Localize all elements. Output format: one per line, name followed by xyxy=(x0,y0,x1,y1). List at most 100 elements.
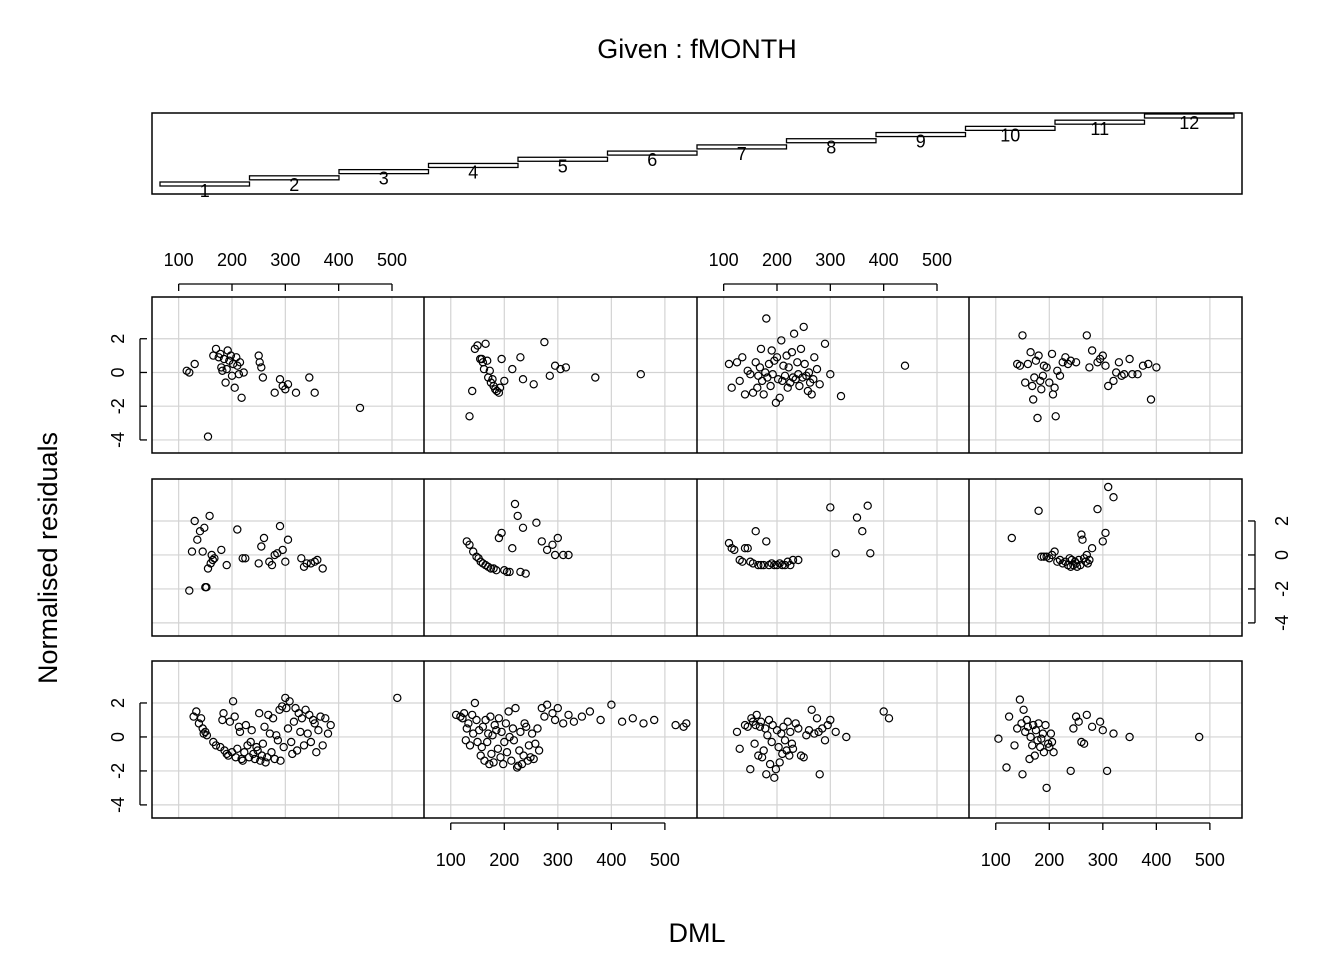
given-interval-bar xyxy=(696,144,788,150)
data-point xyxy=(1015,361,1025,370)
data-point xyxy=(1087,722,1097,732)
data-point xyxy=(1103,482,1113,492)
data-point xyxy=(529,754,538,764)
data-point xyxy=(193,535,202,544)
data-point xyxy=(459,709,469,718)
data-point xyxy=(465,540,474,550)
data-point xyxy=(464,719,473,728)
data-point xyxy=(1018,770,1027,779)
given-interval-bar xyxy=(517,156,609,162)
data-point xyxy=(211,741,221,750)
data-point xyxy=(743,722,752,732)
data-point xyxy=(276,756,285,765)
data-point xyxy=(831,549,840,558)
given-level-label: 1 xyxy=(200,181,210,201)
data-point xyxy=(237,393,246,402)
data-point xyxy=(812,364,822,374)
x-tick-label: 400 xyxy=(596,850,626,870)
data-point xyxy=(258,739,268,748)
data-point xyxy=(272,731,281,740)
data-point xyxy=(732,358,742,367)
data-point xyxy=(283,724,293,733)
data-point xyxy=(239,368,248,377)
data-point xyxy=(1047,737,1057,747)
data-point xyxy=(795,381,804,391)
data-point xyxy=(1074,717,1083,726)
data-point xyxy=(1109,493,1118,502)
data-point xyxy=(1079,739,1089,748)
data-point xyxy=(200,523,209,533)
data-point xyxy=(750,739,759,748)
data-point xyxy=(1144,359,1153,369)
data-point xyxy=(494,533,504,543)
data-point xyxy=(1114,358,1124,367)
data-point xyxy=(495,383,505,392)
data-point xyxy=(735,376,744,386)
given-interval-bar xyxy=(248,175,340,181)
data-point xyxy=(770,560,779,570)
data-point xyxy=(219,354,229,364)
data-point xyxy=(831,727,840,737)
data-point xyxy=(1109,376,1118,386)
given-panel: 1 2 3 4 5 6 7 8 9 10 11 12 xyxy=(151,112,1243,201)
data-point xyxy=(807,390,816,399)
data-point xyxy=(202,731,212,740)
data-point xyxy=(1095,717,1105,726)
data-point xyxy=(1007,533,1017,543)
data-point xyxy=(479,364,489,374)
data-point xyxy=(247,726,256,735)
data-point xyxy=(727,383,736,392)
data-point xyxy=(826,370,835,379)
data-point xyxy=(768,370,777,379)
data-point xyxy=(1046,729,1056,738)
data-point xyxy=(636,370,646,379)
x-tick-label: 200 xyxy=(217,250,247,270)
x-axis-bottom: 100 200 300 400 500 xyxy=(436,822,680,870)
data-point xyxy=(783,717,792,726)
data-point xyxy=(321,714,330,723)
data-point xyxy=(759,560,768,570)
data-point xyxy=(477,742,486,752)
data-point xyxy=(1020,727,1030,737)
data-point xyxy=(492,726,501,735)
y-tick-label: 2 xyxy=(1272,516,1292,526)
data-point xyxy=(1133,370,1142,379)
data-point xyxy=(748,388,758,397)
data-point xyxy=(779,722,788,732)
y-axis-label: Normalised residuals xyxy=(33,432,63,684)
x-tick-label: 300 xyxy=(1088,850,1118,870)
data-point xyxy=(465,741,475,750)
data-point xyxy=(1038,729,1048,738)
data-point xyxy=(296,727,305,737)
x-tick-label: 100 xyxy=(981,850,1011,870)
data-point xyxy=(1034,351,1043,360)
data-point xyxy=(507,756,516,765)
x-tick-label: 400 xyxy=(1141,850,1171,870)
data-point xyxy=(1138,361,1148,370)
data-point xyxy=(774,742,783,752)
data-point xyxy=(235,358,245,367)
data-point xyxy=(494,714,504,723)
data-point xyxy=(496,753,505,762)
data-point xyxy=(577,712,587,721)
data-point xyxy=(799,753,808,762)
data-point xyxy=(1047,349,1057,359)
data-point xyxy=(310,719,319,728)
scatter-panel-month-10 xyxy=(424,297,697,453)
data-point xyxy=(788,555,798,565)
x-tick-label: 500 xyxy=(650,850,680,870)
data-point xyxy=(486,712,495,721)
data-point xyxy=(531,739,540,748)
data-point xyxy=(217,363,226,372)
data-point xyxy=(1146,395,1156,404)
data-point xyxy=(509,736,519,745)
data-point xyxy=(1037,734,1046,743)
data-point xyxy=(823,720,832,730)
data-point xyxy=(487,749,496,759)
data-point xyxy=(767,737,776,747)
data-point xyxy=(275,375,285,384)
data-point xyxy=(810,353,819,362)
data-point xyxy=(1098,351,1108,360)
y-tick-label: 2 xyxy=(108,698,128,708)
